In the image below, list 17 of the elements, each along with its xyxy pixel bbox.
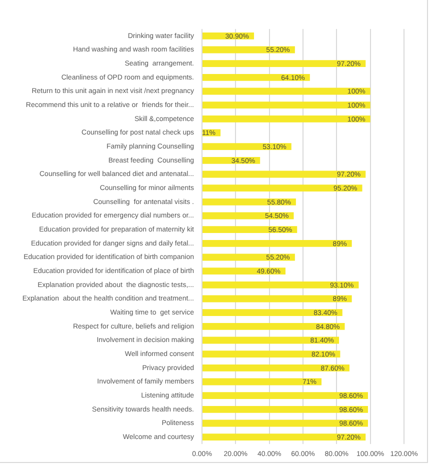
bar bbox=[202, 392, 368, 400]
bar bbox=[202, 309, 342, 316]
bar bbox=[202, 281, 359, 288]
bar bbox=[202, 378, 322, 386]
bar bbox=[202, 184, 362, 192]
bar bbox=[202, 143, 292, 150]
bar bbox=[202, 115, 370, 122]
bar bbox=[202, 322, 345, 330]
bar bbox=[202, 350, 340, 358]
bar bbox=[202, 198, 296, 206]
bar bbox=[202, 74, 310, 81]
bar bbox=[202, 240, 352, 247]
bar bbox=[202, 102, 370, 109]
bar bbox=[202, 406, 368, 413]
bar bbox=[202, 60, 366, 68]
bar bbox=[202, 434, 366, 441]
bar bbox=[202, 364, 350, 372]
